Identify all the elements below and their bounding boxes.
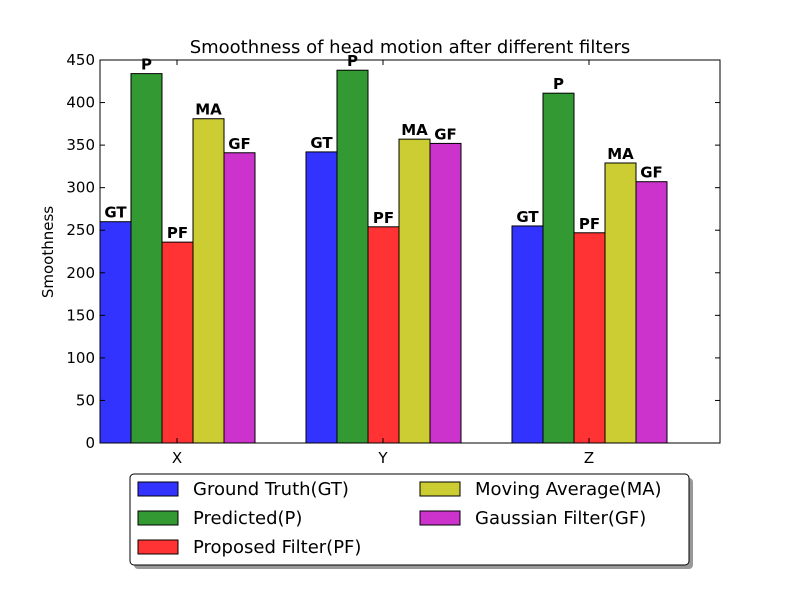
legend-swatch (137, 510, 179, 526)
y-tick-label: 200 (66, 264, 95, 282)
legend-entry: Ground Truth(GT) (193, 479, 349, 500)
legend-swatch (419, 510, 461, 526)
bar-label: GF (640, 164, 663, 182)
legend-swatch (419, 481, 461, 497)
y-tick-label: 250 (66, 221, 95, 239)
y-tick-label: 400 (66, 94, 95, 112)
bar-ma-y (398, 138, 431, 444)
bar-label: PF (167, 224, 188, 242)
legend-swatch (137, 481, 179, 497)
bar-ma-z (604, 162, 637, 444)
bar-label: MA (401, 121, 428, 139)
y-tick-label: 100 (66, 349, 95, 367)
y-tick-label: 450 (66, 51, 95, 69)
bar-p-z (542, 92, 575, 444)
bar-pf-y (367, 226, 400, 444)
bar-pf-x (161, 241, 194, 444)
y-tick-label: 350 (66, 136, 95, 154)
bar-label: P (553, 75, 564, 93)
bar-label: MA (607, 145, 634, 163)
y-tick-label: 0 (85, 434, 95, 452)
x-tick-label: X (172, 449, 182, 467)
bar-gf-x (223, 152, 256, 444)
legend-entry: Gaussian Filter(GF) (475, 508, 646, 529)
x-tick-label: Z (584, 449, 594, 467)
bar-p-x (130, 73, 163, 444)
y-axis-label: Smoothness (39, 206, 57, 298)
bar-label: PF (373, 209, 394, 227)
y-tick-label: 150 (66, 306, 95, 324)
bar-ma-x (192, 118, 225, 444)
legend-entry: Predicted(P) (193, 508, 302, 529)
bar-gf-z (635, 181, 668, 444)
bar-label: MA (195, 101, 222, 119)
legend-swatch (137, 539, 179, 555)
bar-p-y (336, 69, 369, 444)
bar-gt-x (99, 221, 132, 444)
y-tick-label: 300 (66, 179, 95, 197)
bar-gt-y (305, 151, 338, 444)
bar-label: GT (310, 134, 333, 152)
bar-label: P (347, 52, 358, 70)
y-tick-label: 50 (76, 391, 95, 409)
bar-label: PF (579, 215, 600, 233)
bar-label: GF (434, 125, 457, 143)
bar-label: P (141, 56, 152, 74)
bar-gt-z (511, 225, 544, 444)
x-tick-label: Y (377, 449, 388, 467)
legend: Ground Truth(GT) Predicted(P) Proposed Fil… (129, 473, 693, 569)
plot-area: GT GT GT P P P PF PF PF MA MA MA GF GF GF 0 50 100 150 200 2… (66, 51, 721, 467)
chart-title: Smoothness of head motion after differen… (190, 37, 631, 58)
bar-gf-y (429, 142, 462, 444)
legend-box (129, 473, 690, 566)
legend-entry: Proposed Filter(PF) (193, 537, 361, 558)
bar-pf-z (573, 232, 606, 444)
bar-label: GT (104, 204, 127, 222)
plot-frame (99, 59, 721, 444)
bar-label: GF (228, 135, 251, 153)
bar-label: GT (516, 208, 539, 226)
legend-entry: Moving Average(MA) (475, 479, 662, 500)
